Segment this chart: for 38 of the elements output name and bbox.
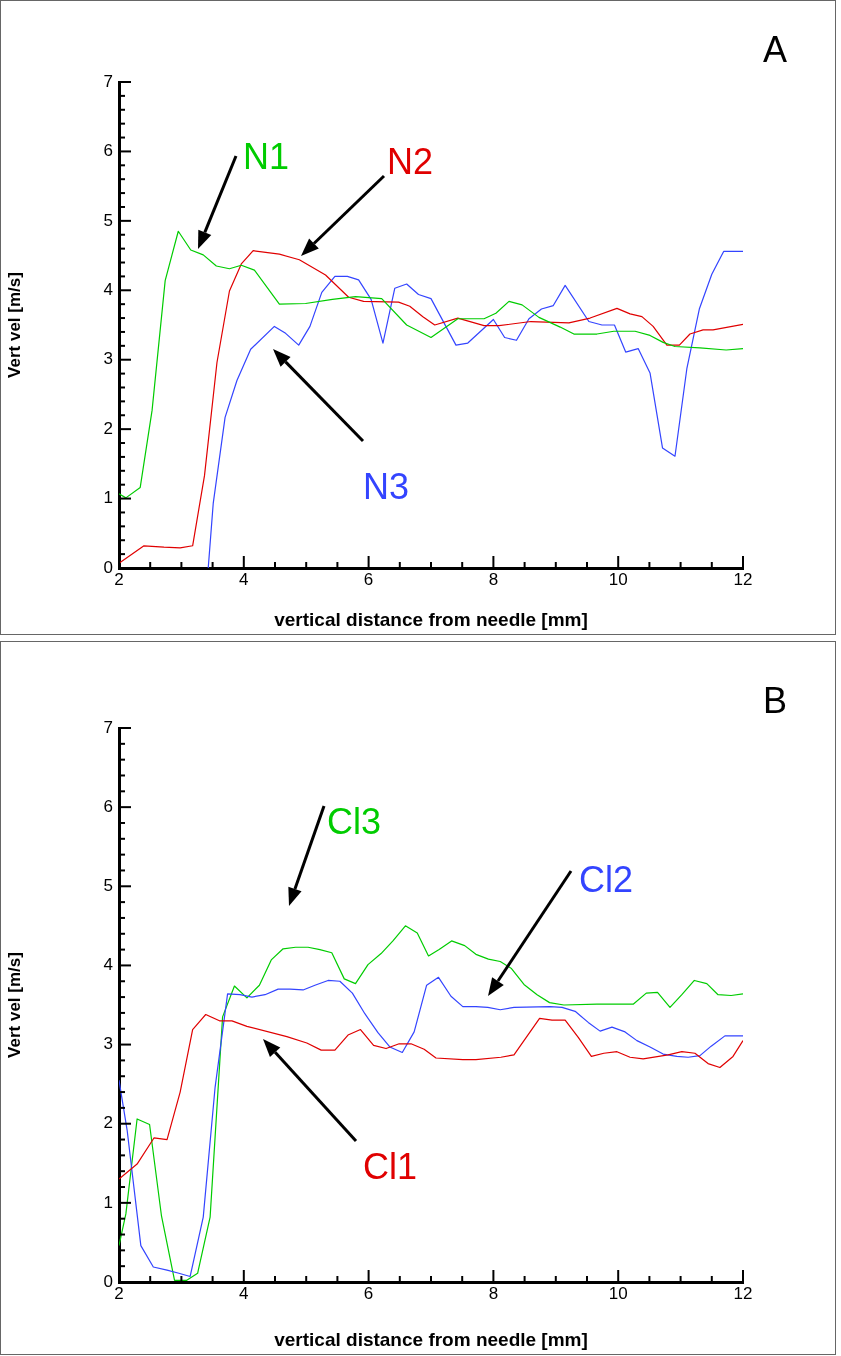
y-axis-title: Vert vel [m/s] [4, 952, 24, 1058]
x-tick-label: 6 [363, 569, 374, 589]
y-tick-label: 4 [103, 955, 113, 975]
x-tick-label: 8 [488, 1283, 499, 1303]
y-tick-label: 6 [103, 796, 113, 816]
y-tick-label: 1 [103, 1192, 113, 1212]
x-tick-label: 8 [488, 569, 499, 589]
x-tick-label: 4 [239, 1283, 249, 1303]
y-tick-label: 6 [103, 141, 113, 161]
text: Cl2 [579, 859, 634, 901]
x-axis-title: vertical distance from needle [mm] [274, 1328, 588, 1350]
text: Cl3 [327, 801, 382, 843]
x-tick-label: 10 [608, 1283, 628, 1303]
y-tick-label: 7 [103, 717, 113, 737]
x-axis-title: vertical distance from needle [mm] [274, 608, 588, 630]
y-tick-label: 2 [103, 1113, 113, 1133]
y-tick-label: 5 [103, 210, 113, 230]
chart-title: B [763, 680, 788, 722]
x-tick-label: 12 [733, 569, 753, 589]
text: N2 [387, 141, 434, 183]
y-tick-label: 2 [103, 418, 113, 438]
chart-title: A [763, 29, 788, 71]
y-tick-label: 1 [103, 488, 113, 508]
y-tick-label: 3 [103, 349, 113, 369]
y-tick-label: 4 [103, 279, 113, 299]
x-tick-label: 6 [363, 1283, 374, 1303]
y-tick-label: 0 [103, 557, 113, 577]
y-tick-label: 3 [103, 1034, 113, 1054]
text: Cl1 [363, 1146, 418, 1188]
text: N1 [243, 136, 290, 178]
x-tick-label: 12 [733, 1283, 753, 1303]
y-tick-label: 0 [103, 1271, 113, 1291]
text: N3 [363, 466, 410, 508]
x-tick-label: 10 [608, 569, 628, 589]
y-tick-label: 5 [103, 875, 113, 895]
y-axis-title: Vert vel [m/s] [4, 272, 24, 378]
x-tick-label: 4 [239, 569, 249, 589]
y-tick-label: 7 [103, 71, 113, 91]
